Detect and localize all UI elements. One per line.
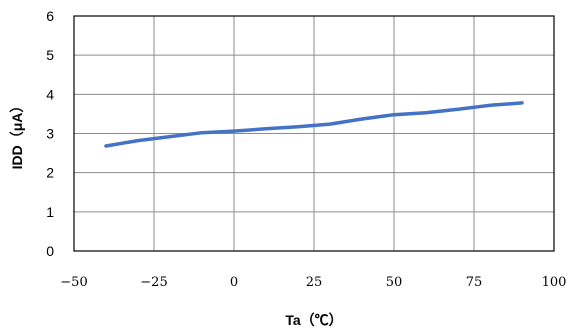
- x-tick-label: −25: [140, 275, 167, 290]
- y-tick-label: 5: [46, 47, 54, 63]
- series-line: [104, 101, 524, 148]
- y-tick-label: 1: [46, 204, 54, 220]
- x-tick-label: 50: [386, 275, 403, 290]
- y-tick-label: 6: [46, 8, 54, 24]
- x-tick-label: 25: [306, 275, 323, 290]
- x-tick-labels: −50 −25 0 25 50 75 100: [60, 275, 566, 290]
- y-tick-label: 2: [46, 165, 54, 181]
- y-tick-labels: 0 1 2 3 4 5 6: [46, 8, 54, 259]
- x-tick-label: −50: [60, 275, 87, 290]
- x-tick-label: 75: [466, 275, 483, 290]
- series-layer: [104, 101, 524, 148]
- y-axis-label: IDD（μA）: [9, 99, 25, 170]
- grid-lines: [74, 16, 554, 251]
- y-tick-label: 3: [46, 126, 54, 142]
- plot-frame: [73, 15, 555, 252]
- x-tick-label: 100: [542, 275, 567, 290]
- y-tick-label: 0: [46, 243, 54, 259]
- y-tick-label: 4: [46, 86, 54, 102]
- x-tick-label: 0: [230, 275, 238, 290]
- x-axis-label: Ta（℃）: [285, 312, 342, 328]
